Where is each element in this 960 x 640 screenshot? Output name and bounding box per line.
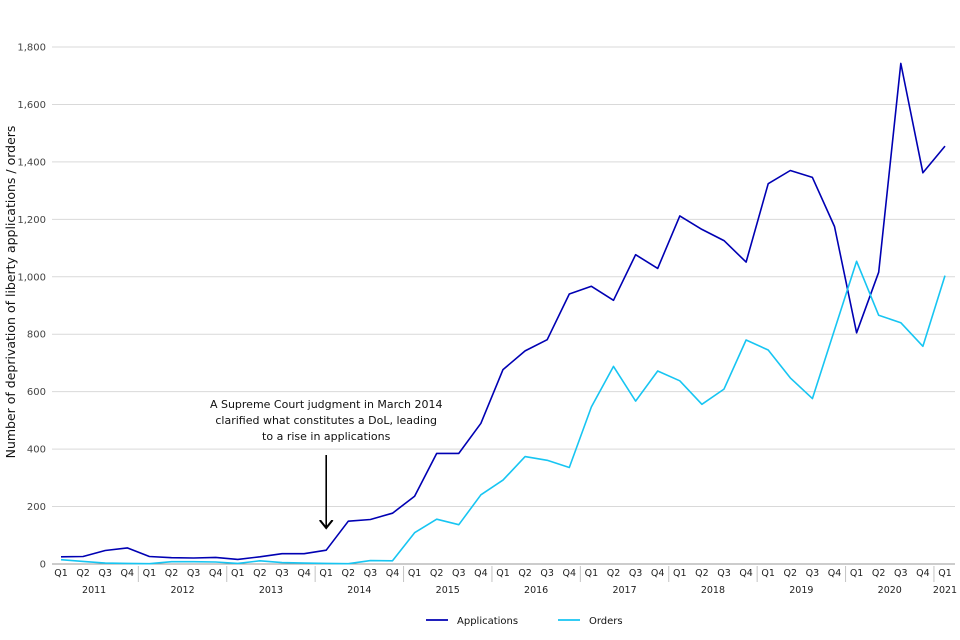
- annotation: A Supreme Court judgment in March 2014 c…: [210, 398, 443, 528]
- y-tick-label: 1,600: [17, 100, 46, 111]
- y-tick-label: 1,400: [17, 157, 46, 168]
- x-axis: Q1 Q2 Q3 Q4 Q1 Q2 Q3 Q4 Q1 Q2 Q3 Q4 Q1 Q2 Q3 Q4 Q1 Q2 Q3 Q4…: [54, 566, 957, 596]
- legend-label: Applications: [457, 616, 518, 627]
- x-tick-label-quarter: Q4: [739, 568, 753, 579]
- x-tick-label-quarter: Q3: [275, 568, 289, 579]
- x-tick-label-quarter: Q3: [187, 568, 201, 579]
- x-tick-label-quarter: Q3: [98, 568, 112, 579]
- x-tick-label-quarter: Q2: [784, 568, 798, 579]
- y-tick-label: 0: [40, 560, 46, 571]
- x-tick-label-year: 2016: [524, 585, 548, 596]
- y-tick-label: 800: [27, 330, 46, 341]
- x-tick-label-quarter: Q2: [872, 568, 886, 579]
- x-tick-label-quarter: Q2: [607, 568, 621, 579]
- annotation-text-line: to a rise in applications: [262, 430, 391, 443]
- x-tick-label-quarter: Q4: [121, 568, 135, 579]
- x-tick-label-quarter: Q1: [319, 568, 333, 579]
- x-tick-label-year: 2014: [347, 585, 371, 596]
- y-axis: 0 200 400 600 800 1,000 1,200 1,400 1,600 1,800: [17, 43, 46, 571]
- series-line-applications: [60, 62, 946, 561]
- y-tick-label: 600: [27, 387, 46, 398]
- x-tick-label-quarter: Q1: [143, 568, 157, 579]
- y-tick-label: 1,200: [17, 215, 46, 226]
- y-tick-label: 1,800: [17, 43, 46, 54]
- y-axis-title: Number of deprivation of liberty applica…: [3, 126, 18, 459]
- y-tick-label: 1,000: [17, 272, 46, 283]
- x-tick-label-quarter: Q2: [695, 568, 709, 579]
- x-tick-label-quarter: Q3: [894, 568, 908, 579]
- legend[interactable]: Applications Orders: [426, 616, 623, 627]
- x-tick-label-quarter: Q3: [540, 568, 554, 579]
- x-tick-label-year: 2011: [82, 585, 106, 596]
- x-tick-label-quarter: Q4: [828, 568, 842, 579]
- x-tick-label-quarter: Q2: [253, 568, 267, 579]
- x-tick-label-quarter: Q1: [408, 568, 422, 579]
- x-tick-label-quarter: Q4: [297, 568, 311, 579]
- y-tick-label: 200: [27, 502, 46, 513]
- x-tick-label-quarter: Q1: [231, 568, 245, 579]
- legend-item-applications[interactable]: Applications: [426, 616, 518, 627]
- x-tick-label-quarter: Q2: [430, 568, 444, 579]
- x-tick-label-year: 2019: [789, 585, 813, 596]
- x-tick-label-year: 2020: [878, 585, 902, 596]
- x-tick-label-quarter: Q4: [916, 568, 930, 579]
- x-tick-label-quarter: Q1: [938, 568, 952, 579]
- x-tick-label-quarter: Q4: [209, 568, 223, 579]
- x-tick-label-year: 2012: [170, 585, 194, 596]
- x-tick-label-quarter: Q2: [342, 568, 356, 579]
- series-lines: [60, 62, 946, 565]
- x-tick-label-quarter: Q4: [651, 568, 665, 579]
- y-tick-label: 400: [27, 445, 46, 456]
- x-tick-label-year: 2018: [701, 585, 725, 596]
- x-tick-label-quarter: Q1: [673, 568, 687, 579]
- series-line-orders: [60, 260, 946, 565]
- x-tick-label-quarter: Q3: [806, 568, 820, 579]
- x-tick-label-quarter: Q2: [518, 568, 532, 579]
- x-tick-label-year: 2015: [436, 585, 460, 596]
- x-tick-label-quarter: Q3: [364, 568, 378, 579]
- x-tick-label-quarter: Q4: [386, 568, 400, 579]
- annotation-text-line: clarified what constitutes a DoL, leadin…: [215, 414, 437, 427]
- legend-item-orders[interactable]: Orders: [558, 616, 623, 627]
- x-tick-label-quarter: Q2: [76, 568, 90, 579]
- x-tick-label-quarter: Q3: [452, 568, 466, 579]
- x-tick-label-year: 2021: [933, 585, 957, 596]
- legend-label: Orders: [589, 616, 623, 627]
- x-tick-label-quarter: Q1: [761, 568, 775, 579]
- x-tick-label-year: 2013: [259, 585, 283, 596]
- x-tick-label-quarter: Q2: [165, 568, 179, 579]
- x-tick-label-quarter: Q1: [54, 568, 68, 579]
- x-tick-label-quarter: Q1: [585, 568, 599, 579]
- x-tick-label-quarter: Q4: [474, 568, 488, 579]
- x-tick-label-quarter: Q3: [717, 568, 731, 579]
- x-tick-label-quarter: Q1: [496, 568, 510, 579]
- gridlines: [52, 46, 955, 565]
- x-tick-label-year: 2017: [612, 585, 636, 596]
- x-tick-label-quarter: Q1: [850, 568, 864, 579]
- x-tick-label-quarter: Q4: [563, 568, 577, 579]
- x-tick-label-quarter: Q3: [629, 568, 643, 579]
- annotation-text-line: A Supreme Court judgment in March 2014: [210, 398, 443, 411]
